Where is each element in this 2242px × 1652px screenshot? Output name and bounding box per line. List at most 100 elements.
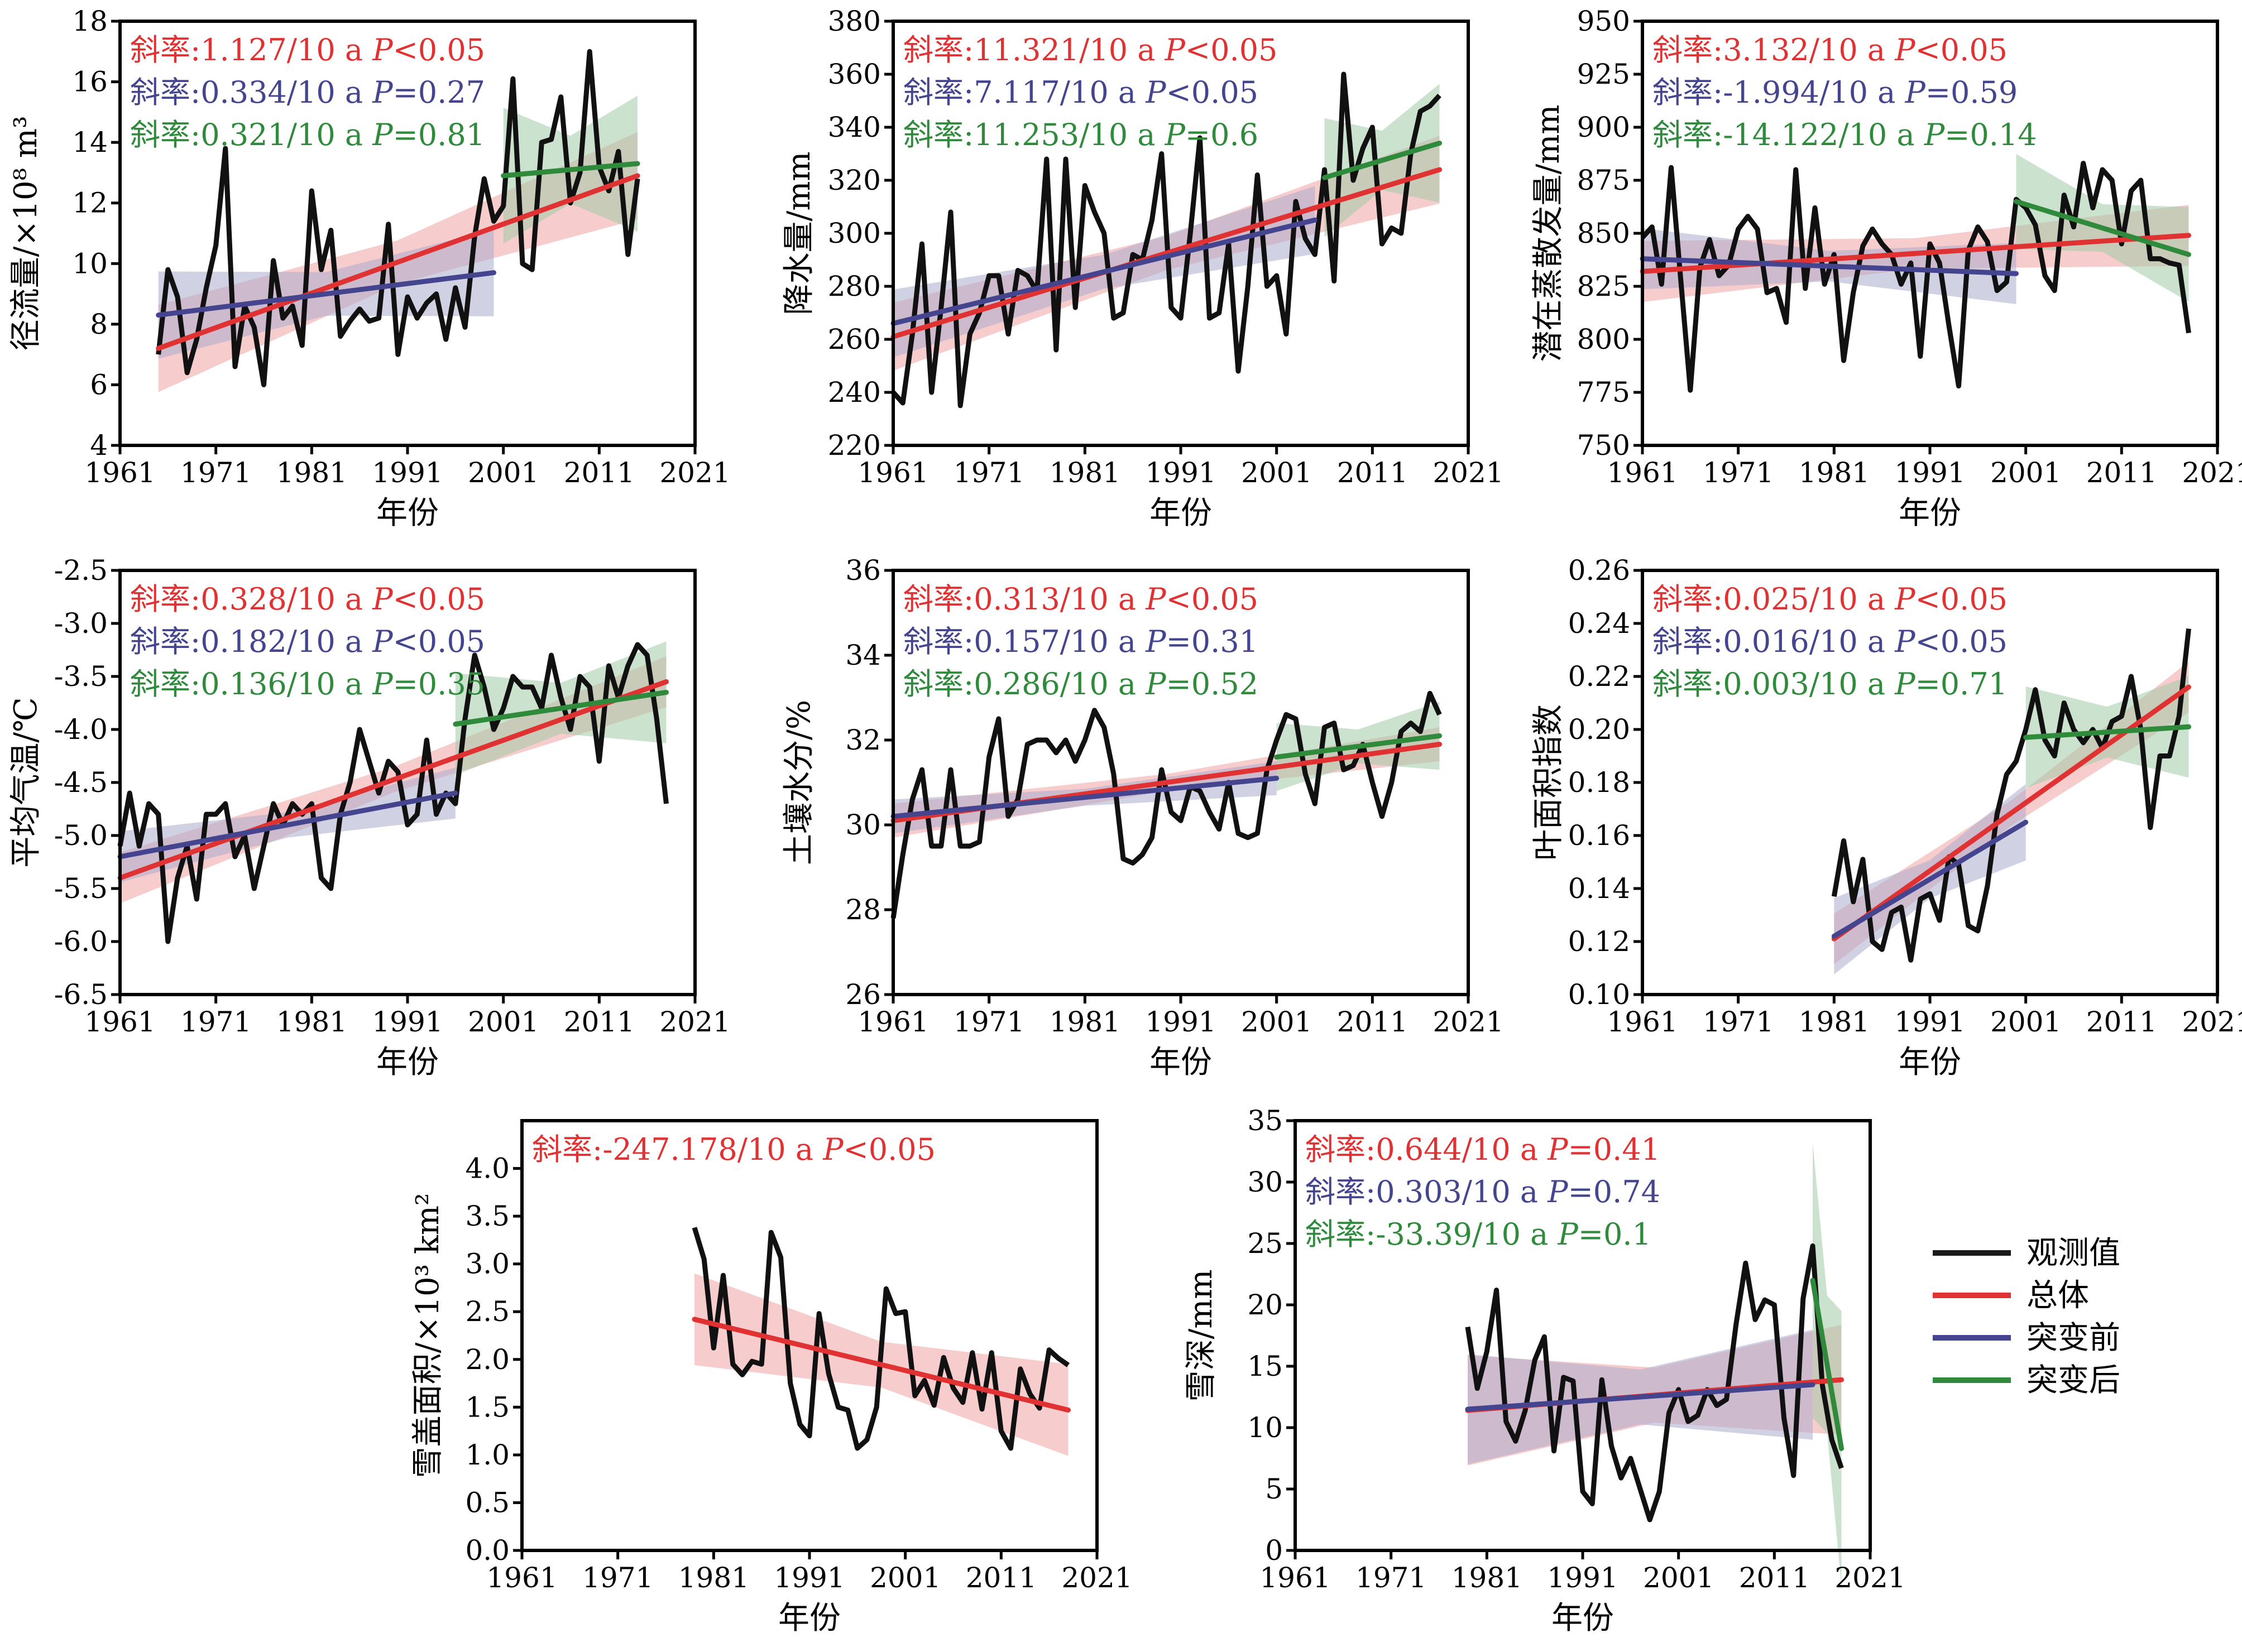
x-tick-label: 2011: [1739, 1562, 1810, 1594]
x-tick-label: 1981: [678, 1562, 749, 1594]
x-tick-label: 1961: [486, 1562, 557, 1594]
y-tick-label: 0.16: [1568, 819, 1630, 852]
slope-annotation: 斜率:0.003/10 a P=0.71: [1652, 666, 2008, 702]
x-tick-label: 2011: [2086, 457, 2157, 489]
x-tick-label: 2001: [468, 457, 539, 489]
slope-annotation: 斜率:0.157/10 a P=0.31: [903, 624, 1258, 659]
slope-annotation: 斜率:-33.39/10 a P=0.1: [1305, 1217, 1651, 1252]
y-tick-label: 0.22: [1568, 660, 1630, 693]
y-tick-label: 300: [828, 217, 881, 249]
x-tick-label: 1981: [1050, 457, 1120, 489]
y-tick-label: -5.0: [54, 819, 108, 852]
x-tick-label: 1991: [774, 1562, 845, 1594]
y-tick-label: 220: [828, 429, 881, 462]
y-tick-label: 20: [1247, 1289, 1283, 1321]
y-tick-label: 1.5: [465, 1391, 510, 1423]
y-tick-label: 875: [1577, 164, 1630, 196]
slope-annotation: 斜率:0.016/10 a P<0.05: [1652, 624, 2008, 659]
x-tick-label: 1961: [1259, 1562, 1330, 1594]
y-tick-label: 3.5: [465, 1200, 510, 1232]
trend-line-1: [1640, 233, 2191, 274]
y-tick-label: -4.5: [54, 766, 108, 799]
x-tick-label: 1991: [372, 457, 443, 489]
x-tick-label: 2001: [1643, 1562, 1714, 1594]
x-tick-label: 1961: [857, 457, 928, 489]
legend-label: 总体: [2027, 1278, 2089, 1314]
y-axis-label: 雪深/mm: [1183, 1269, 1219, 1401]
slope-annotation: 斜率:0.025/10 a P<0.05: [1652, 582, 2008, 617]
y-tick-label: 14: [72, 126, 108, 159]
y-tick-label: 360: [828, 58, 881, 90]
y-tick-label: 16: [72, 66, 108, 98]
slope-annotation: 斜率:0.286/10 a P=0.52: [903, 666, 1258, 702]
x-tick-label: 1991: [1145, 1006, 1216, 1038]
chart-panel-1: 1961 1971 1981 1991 2001 2011 2021 4 6 8 10 12 14 16 1…: [8, 5, 731, 531]
x-axis-label: 年份: [1551, 1600, 1614, 1636]
y-tick-label: 0.26: [1568, 554, 1630, 587]
y-tick-label: 380: [828, 5, 881, 37]
x-tick-label: 2011: [1337, 457, 1408, 489]
y-tick-label: 10: [72, 247, 108, 280]
x-axis-label: 年份: [376, 495, 439, 531]
slope-annotation: 斜率:0.328/10 a P<0.05: [130, 582, 485, 617]
y-axis-label: 径流量/×10⁸ m³: [8, 116, 44, 351]
slope-annotation: 斜率:11.321/10 a P<0.05: [903, 32, 1277, 68]
x-tick-label: 1961: [84, 457, 155, 489]
x-tick-label: 1971: [1703, 1006, 1774, 1038]
y-tick-label: 8: [90, 308, 108, 340]
trend-line-2: [1640, 256, 2019, 276]
trend-line-2: [1831, 819, 2029, 939]
slope-annotation: 斜率:7.117/10 a P<0.05: [903, 75, 1258, 110]
trend-line-2: [890, 217, 1318, 326]
x-axis-label: 年份: [1149, 495, 1212, 531]
y-tick-label: 0.12: [1568, 925, 1630, 958]
y-tick-label: 0.0: [465, 1534, 510, 1567]
y-tick-label: 0.24: [1568, 607, 1630, 640]
y-tick-label: 260: [828, 323, 881, 356]
y-tick-label: 0.5: [465, 1486, 510, 1519]
trend-line-1: [890, 167, 1442, 339]
slope-annotation: 斜率:0.303/10 a P=0.74: [1305, 1174, 1660, 1209]
x-tick-label: 2021: [2182, 457, 2242, 489]
x-tick-label: 1971: [582, 1562, 653, 1594]
y-tick-label: 800: [1577, 323, 1630, 356]
y-tick-label: 280: [828, 270, 881, 302]
y-tick-label: 900: [1577, 111, 1630, 143]
y-axis-label: 降水量/mm: [781, 151, 817, 315]
x-axis-label: 年份: [778, 1600, 841, 1636]
x-tick-label: 2011: [966, 1562, 1037, 1594]
trend-line-3: [1322, 141, 1442, 180]
x-tick-label: 1971: [180, 457, 251, 489]
slope-annotation: 斜率:11.253/10 a P=0.6: [903, 117, 1258, 152]
chart-panel-5: 1961 1971 1981 1991 2001 2011 2021 26 28 30 32 34 36…: [781, 554, 1504, 1080]
y-tick-label: 6: [90, 368, 108, 401]
slope-annotation: 斜率:0.644/10 a P=0.41: [1305, 1132, 1660, 1167]
y-tick-label: 775: [1577, 376, 1630, 409]
x-tick-label: 1981: [276, 1006, 347, 1038]
observed-line: [1640, 161, 2191, 393]
y-tick-label: 340: [828, 111, 881, 143]
x-tick-label: 2011: [564, 1006, 635, 1038]
trend-line-2: [117, 790, 458, 859]
slope-annotation: 斜率:1.127/10 a P<0.05: [130, 32, 485, 68]
observed-line: [1465, 1243, 1844, 1523]
y-tick-label: 240: [828, 376, 881, 409]
y-tick-label: 26: [845, 978, 881, 1011]
x-tick-label: 1991: [1894, 1006, 1965, 1038]
x-tick-label: 1981: [276, 457, 347, 489]
x-tick-label: 2021: [1834, 1562, 1905, 1594]
chart-panel-8: 1961 1971 1981 1991 2001 2011 2021 0 5 10 15 20 25 30…: [1183, 1104, 1906, 1636]
x-tick-label: 2001: [1241, 1006, 1312, 1038]
x-tick-label: 1961: [857, 1006, 928, 1038]
x-tick-label: 1971: [954, 1006, 1024, 1038]
y-tick-label: 850: [1577, 217, 1630, 249]
x-tick-label: 2021: [1433, 457, 1503, 489]
x-tick-label: 2021: [1061, 1562, 1132, 1594]
x-axis-label: 年份: [376, 1044, 439, 1080]
slope-annotation: 斜率:0.136/10 a P=0.35: [130, 666, 485, 702]
y-tick-label: 5: [1265, 1473, 1283, 1505]
y-tick-label: 0.14: [1568, 872, 1630, 905]
trend-line-3: [1274, 733, 1442, 760]
y-axis-label: 叶面积指数: [1530, 704, 1566, 861]
